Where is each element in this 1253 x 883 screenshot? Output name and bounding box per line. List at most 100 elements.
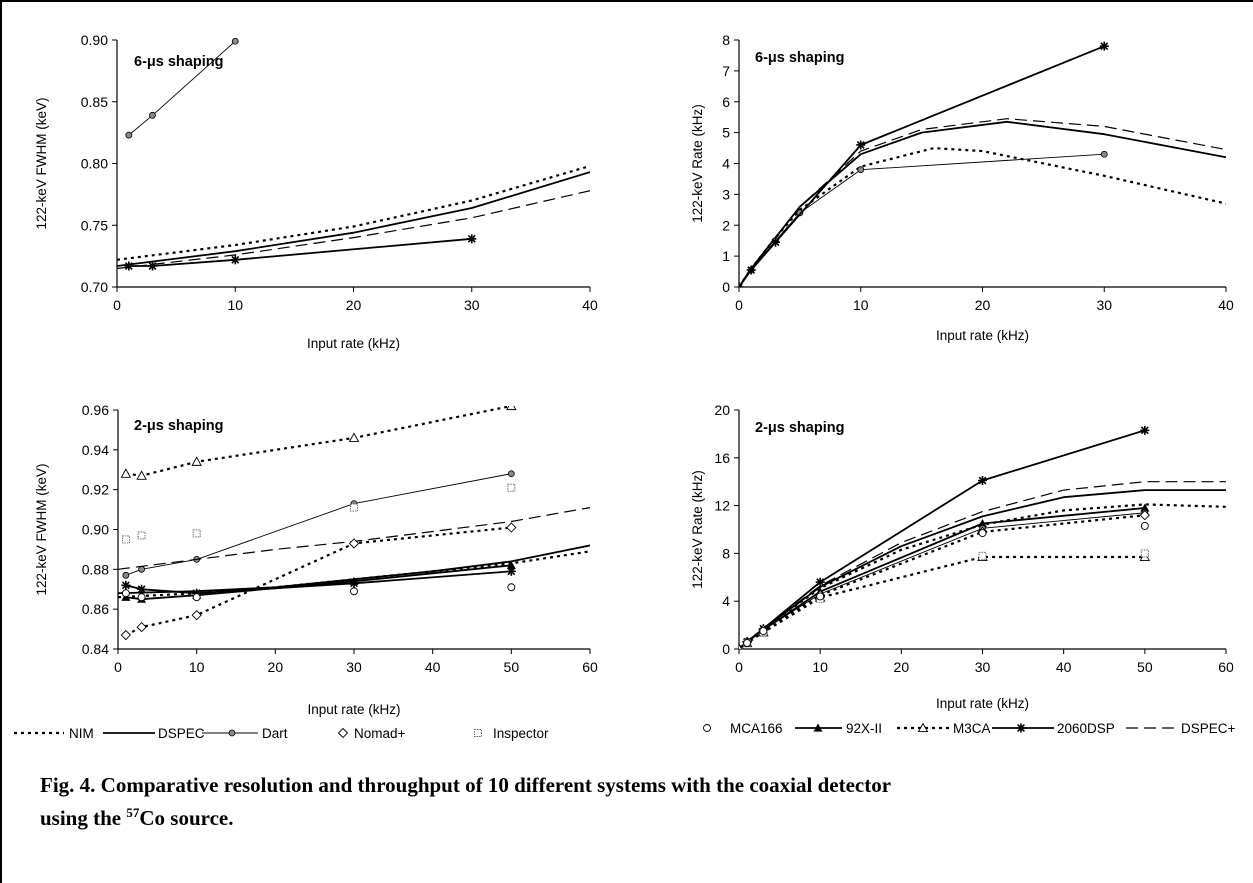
data-point-circle bbox=[121, 589, 130, 598]
x-tick-label: 30 bbox=[346, 659, 362, 675]
data-point-star bbox=[121, 580, 131, 590]
x-tick-label: 30 bbox=[1096, 297, 1112, 313]
legend-marker-triangle-filled bbox=[813, 723, 823, 732]
legend-item-inspector: Inspector bbox=[474, 726, 549, 741]
x-axis-label: Input rate (kHz) bbox=[307, 702, 400, 717]
data-point-circle bbox=[816, 592, 825, 601]
data-point-circle bbox=[192, 593, 201, 602]
data-point-square bbox=[507, 483, 516, 492]
series-dspec bbox=[117, 171, 590, 267]
legend-label: M3CA bbox=[953, 721, 991, 736]
legend-item-m3ca: M3CA bbox=[897, 721, 991, 736]
x-tick-label: 0 bbox=[114, 659, 122, 675]
series-dart bbox=[122, 470, 515, 579]
y-axis-label: 122-keV FWHM (keV) bbox=[34, 97, 49, 229]
legend-label: 92X-II bbox=[846, 721, 882, 736]
series-line bbox=[117, 190, 590, 270]
y-tick-label: 0.86 bbox=[82, 601, 109, 617]
x-axis-label: Input rate (kHz) bbox=[936, 696, 1029, 711]
data-point-dot bbox=[857, 166, 865, 174]
series-line bbox=[125, 473, 512, 576]
data-point-star bbox=[192, 588, 202, 598]
figure-caption: Fig. 4. Comparative resolution and throu… bbox=[40, 772, 1220, 832]
legend-label: Nomad+ bbox=[354, 726, 406, 741]
chart-rate-2us: 0 4 8 12 16 20 0 10 20 30 40 50 60 Input rate (kHz) 12… bbox=[690, 402, 1234, 711]
data-point-star bbox=[815, 577, 825, 587]
y-tick-label: 2 bbox=[722, 217, 730, 233]
data-point-square bbox=[137, 531, 146, 540]
chart-rate-6us: 0 1 2 3 4 5 6 7 8 0 10 20 30 40 Input rate (kHz) 122-ke… bbox=[690, 32, 1234, 343]
series-2060dsp bbox=[124, 234, 477, 271]
series-92x-ii bbox=[121, 560, 516, 603]
data-point-dot bbox=[149, 111, 156, 119]
x-tick-label: 30 bbox=[464, 297, 480, 313]
legend-label: 2060DSP bbox=[1057, 721, 1115, 736]
y-tick-label: 5 bbox=[722, 125, 730, 141]
caption-line-2b: Co source. bbox=[139, 806, 234, 830]
data-point-square bbox=[1140, 549, 1149, 558]
x-tick-label: 20 bbox=[975, 297, 991, 313]
legend-right: MCA166 92X-II M3CA 2060DSP DSPEC+ bbox=[703, 721, 1236, 736]
y-tick-label: 0.90 bbox=[82, 522, 109, 538]
data-point-star bbox=[856, 140, 866, 150]
series-line bbox=[739, 555, 1145, 649]
data-point-triangle-open bbox=[120, 468, 132, 478]
legend-item-2060dsp: 2060DSP bbox=[992, 721, 1115, 736]
data-point-dot bbox=[138, 565, 146, 573]
series-2060dsp bbox=[739, 41, 1109, 287]
y-axis-label: 122-keV Rate (kHz) bbox=[690, 104, 705, 223]
y-tick-label: 0.85 bbox=[81, 94, 108, 110]
data-point-triangle-open bbox=[191, 456, 202, 466]
y-tick-label: 0 bbox=[722, 279, 730, 295]
data-point-square bbox=[350, 503, 358, 512]
data-point-triangle-filled bbox=[1140, 503, 1150, 512]
series-m3ca bbox=[120, 406, 517, 480]
data-point-triangle-filled bbox=[978, 519, 987, 528]
x-tick-label: 60 bbox=[1218, 659, 1234, 675]
x-tick-label: 20 bbox=[894, 659, 910, 675]
x-tick-label: 10 bbox=[227, 297, 243, 313]
legend-left: NIM DSPEC Dart Nomad+ Inspector bbox=[14, 726, 549, 741]
data-point-star bbox=[124, 261, 134, 271]
series-nim bbox=[739, 503, 1226, 649]
x-tick-label: 20 bbox=[268, 659, 284, 675]
series-mca166 bbox=[121, 583, 516, 602]
y-tick-label: 4 bbox=[722, 593, 730, 609]
series-line bbox=[739, 120, 1226, 287]
data-point-circle bbox=[743, 639, 752, 647]
data-point-circle bbox=[1140, 521, 1149, 530]
y-tick-label: 16 bbox=[714, 450, 730, 466]
x-tick-label: 10 bbox=[853, 297, 869, 313]
data-point-triangle-open bbox=[506, 406, 517, 411]
data-point-triangle-open bbox=[348, 432, 360, 442]
legend-marker-triangle-open bbox=[917, 722, 929, 733]
legend-marker-circle bbox=[703, 724, 711, 732]
y-tick-label: 0 bbox=[722, 641, 730, 657]
legend-marker-dot bbox=[228, 729, 236, 737]
caption-line-2a: using the bbox=[40, 806, 127, 830]
legend-label: DSPEC+ bbox=[1181, 721, 1236, 736]
legend-item-dspec-: DSPEC+ bbox=[1126, 721, 1236, 736]
x-tick-label: 40 bbox=[1218, 297, 1234, 313]
data-point-triangle-open bbox=[739, 643, 743, 649]
legend-marker-square bbox=[474, 729, 482, 737]
series-line bbox=[739, 481, 1226, 649]
series-line bbox=[739, 118, 1226, 287]
y-tick-label: 0.80 bbox=[81, 156, 108, 172]
series-line bbox=[117, 164, 590, 261]
x-axis-label: Input rate (kHz) bbox=[307, 336, 400, 351]
data-point-diamond bbox=[348, 538, 360, 549]
y-tick-label: 0.94 bbox=[82, 442, 109, 458]
x-tick-label: 0 bbox=[113, 297, 121, 313]
data-point-square bbox=[121, 535, 130, 544]
x-tick-label: 40 bbox=[1056, 659, 1072, 675]
chart-fwhm-2us: 0.84 0.86 0.88 0.90 0.92 0.94 0.96 0 10 20 30 40 50 6… bbox=[34, 402, 598, 717]
y-tick-label: 20 bbox=[714, 402, 730, 418]
series-dspec- bbox=[739, 481, 1226, 649]
y-axis-label: 122-keV Rate (kHz) bbox=[690, 470, 705, 589]
legend-marker-diamond bbox=[337, 727, 349, 739]
x-tick-label: 40 bbox=[425, 659, 441, 675]
series-2060dsp bbox=[121, 566, 516, 598]
x-tick-label: 60 bbox=[582, 659, 598, 675]
